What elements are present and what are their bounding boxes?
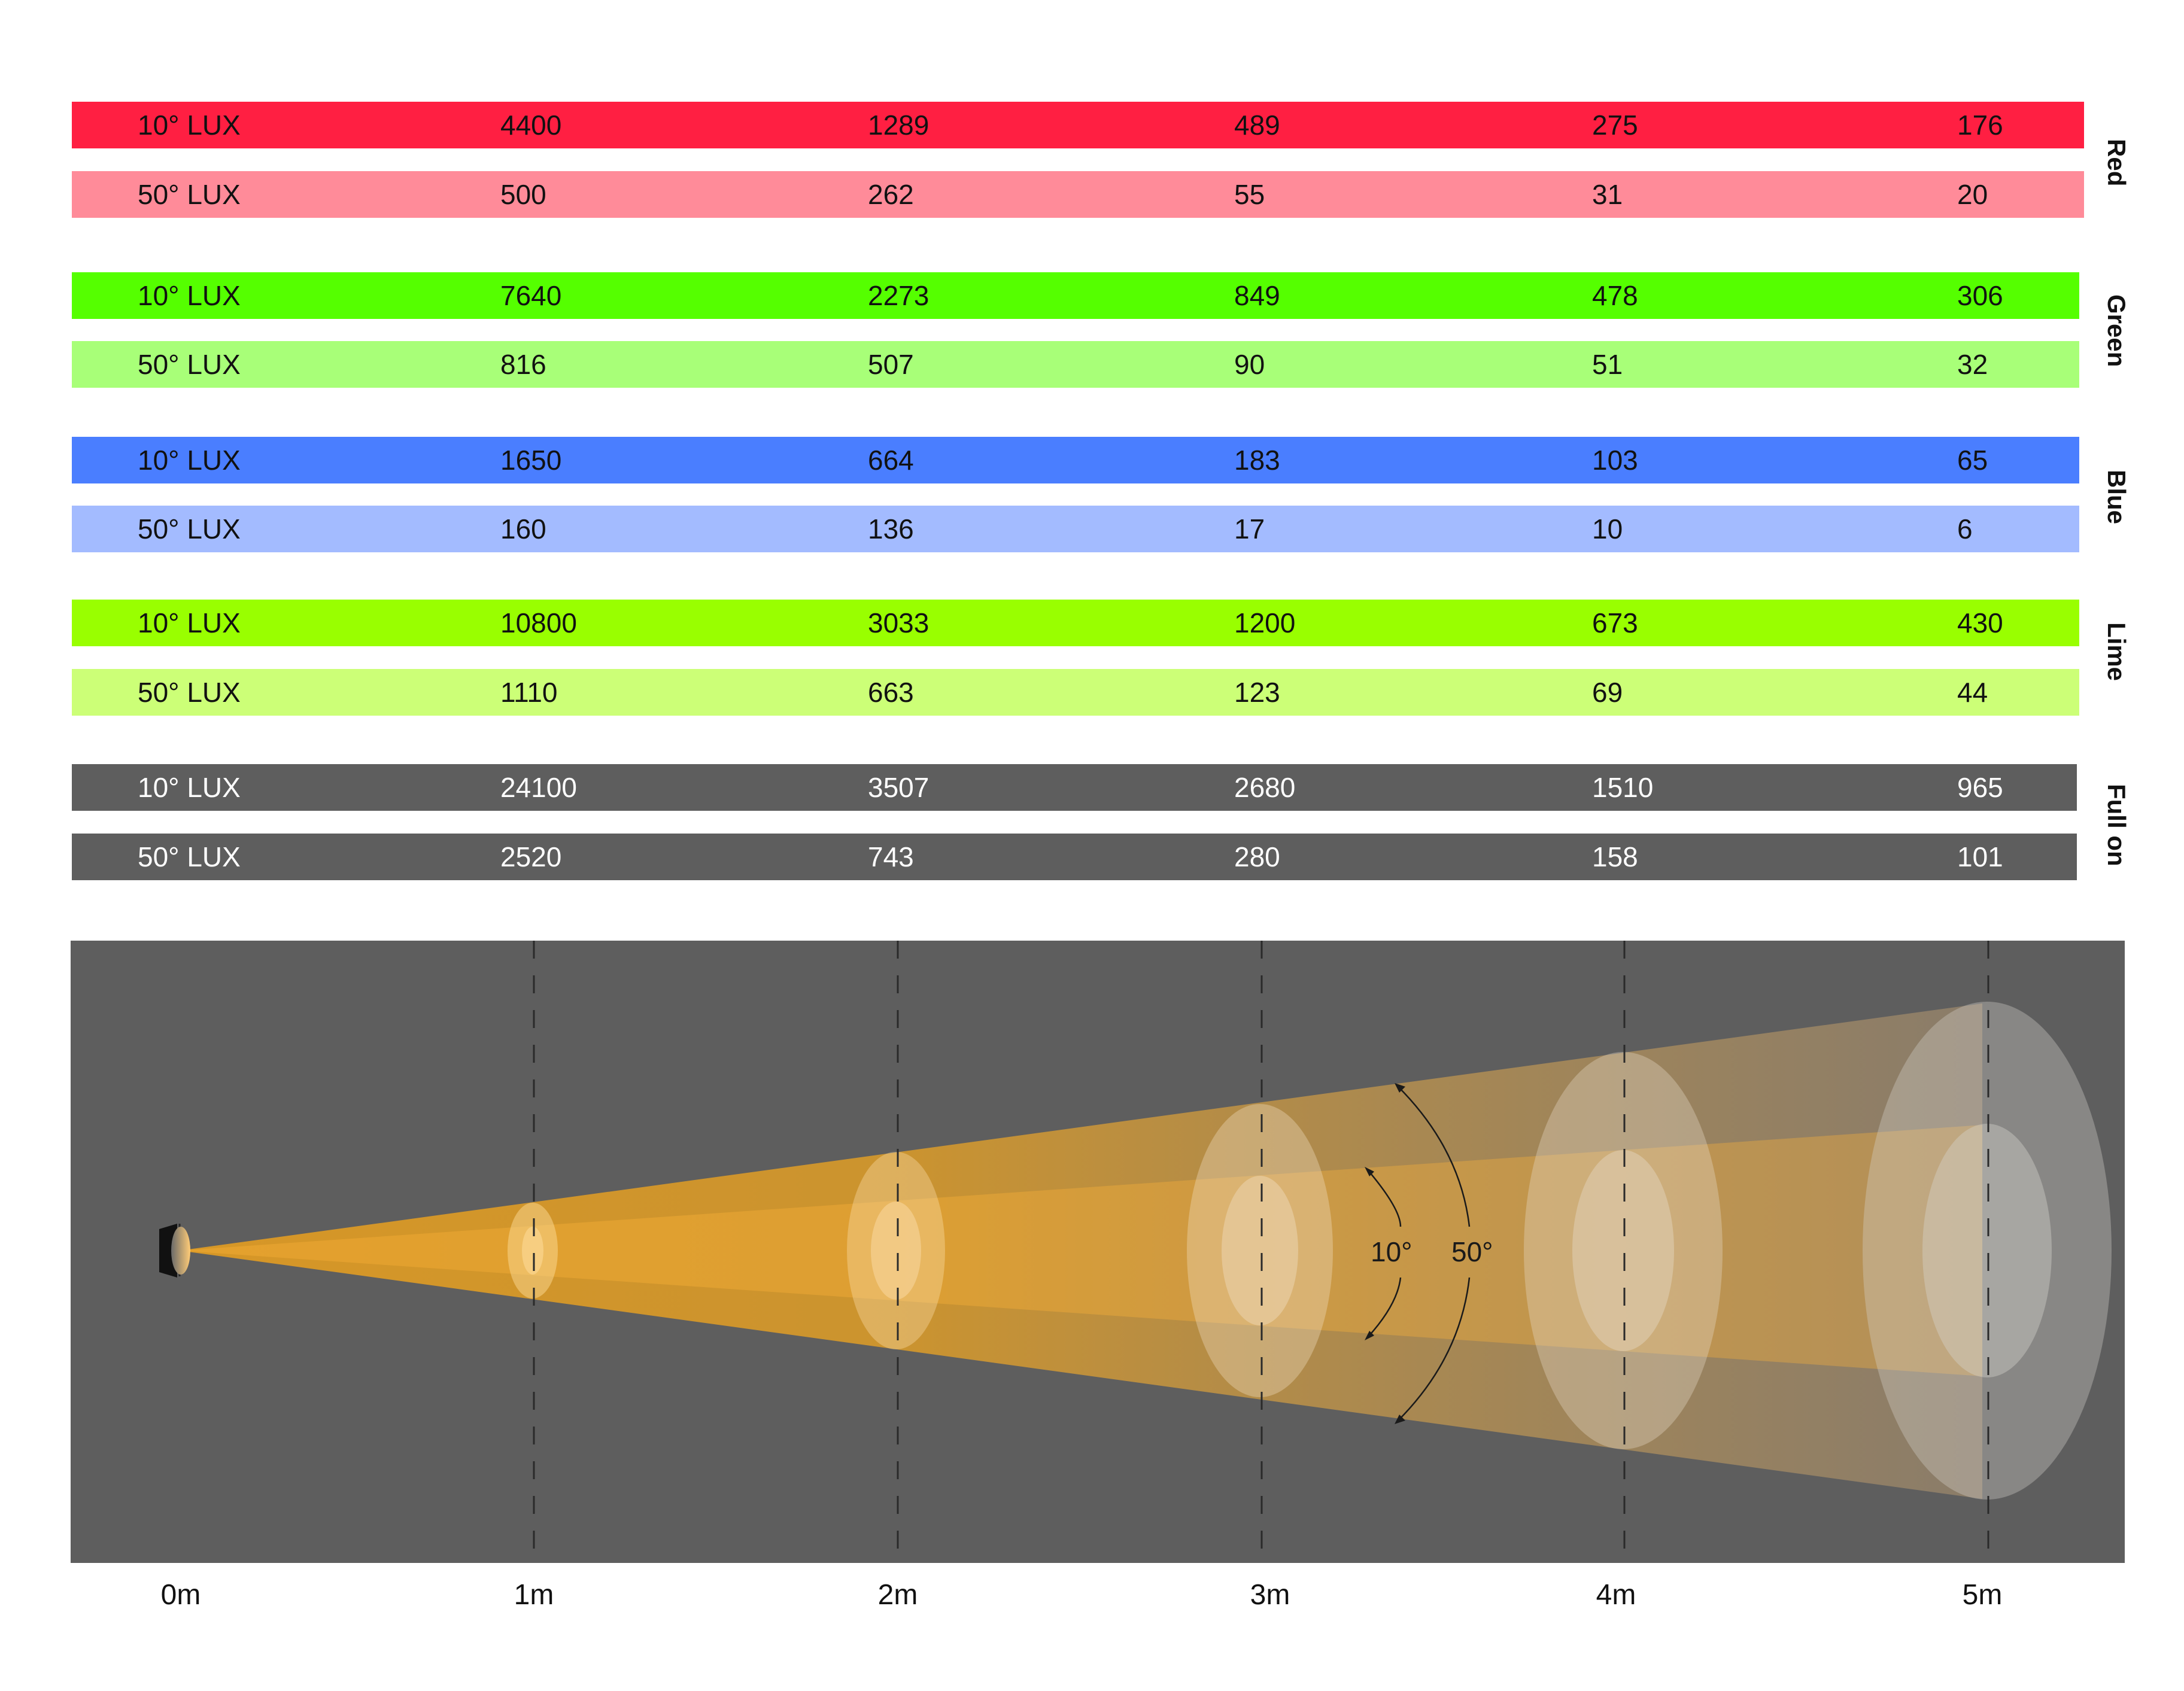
spot-5m — [1863, 1002, 2112, 1500]
table-row: 10° LUX 10800 3033 1200 673 430 — [72, 600, 2079, 646]
lux-value-2m: 2273 — [868, 280, 930, 311]
table-row: 10° LUX 4400 1289 489 275 176 — [72, 102, 2084, 148]
table-row: 50° LUX 160 136 17 10 6 — [72, 506, 2079, 552]
table-row: 50° LUX 1110 663 123 69 44 — [72, 669, 2079, 716]
lux-value-2m: 136 — [868, 513, 914, 545]
lux-value-1m: 24100 — [500, 772, 577, 803]
beam-label: 10° LUX — [138, 445, 241, 476]
distance-label-5m: 5m — [1962, 1579, 2003, 1611]
table-row: 10° LUX 1650 664 183 103 65 — [72, 437, 2079, 483]
lux-value-1m: 816 — [500, 349, 546, 380]
lux-value-5m: 176 — [1957, 110, 2003, 141]
lux-value-5m: 6 — [1957, 513, 1973, 545]
spot-3m — [1187, 1104, 1333, 1397]
distance-label-2m: 2m — [877, 1579, 918, 1611]
lux-value-1m: 1110 — [500, 677, 558, 708]
table-row: 50° LUX 500 262 55 31 20 — [72, 171, 2084, 218]
table-row: 10° LUX 7640 2273 849 478 306 — [72, 272, 2079, 319]
beam-label: 10° LUX — [138, 772, 241, 803]
lux-value-4m: 103 — [1592, 445, 1638, 476]
angle-arc-50 — [1395, 1083, 1471, 1424]
lux-value-2m: 1289 — [868, 110, 930, 141]
table-row: 50° LUX 816 507 90 51 32 — [72, 341, 2079, 388]
lux-value-4m: 673 — [1592, 607, 1638, 638]
lux-value-5m: 44 — [1957, 677, 1988, 708]
lux-value-5m: 101 — [1957, 841, 2003, 872]
lux-value-1m: 2520 — [500, 841, 562, 872]
beam-label: 50° LUX — [138, 677, 241, 708]
angle-label-50: 50° — [1451, 1236, 1493, 1267]
lux-value-3m: 2680 — [1234, 772, 1296, 803]
lux-value-4m: 69 — [1592, 677, 1623, 708]
lux-value-3m: 90 — [1234, 349, 1265, 380]
lux-value-2m: 664 — [868, 445, 914, 476]
lux-value-4m: 478 — [1592, 280, 1638, 311]
lux-value-5m: 430 — [1957, 607, 2003, 638]
lux-value-2m: 262 — [868, 179, 914, 210]
distance-label-4m: 4m — [1596, 1579, 1636, 1611]
lux-value-4m: 31 — [1592, 179, 1623, 210]
lux-value-4m: 158 — [1592, 841, 1638, 872]
angle-label-10: 10° — [1371, 1236, 1413, 1267]
lux-value-1m: 10800 — [500, 607, 577, 638]
lux-value-3m: 183 — [1234, 445, 1280, 476]
lux-value-3m: 1200 — [1234, 607, 1296, 638]
beam-label: 50° LUX — [138, 349, 241, 380]
distance-label-0m: 0m — [160, 1579, 201, 1611]
lux-value-3m: 123 — [1234, 677, 1280, 708]
spot-1m — [508, 1203, 558, 1298]
lux-value-3m: 55 — [1234, 179, 1265, 210]
lux-value-5m: 32 — [1957, 349, 1988, 380]
angle-arc-10 — [1365, 1167, 1402, 1340]
table-row: 50° LUX 2520 743 280 158 101 — [72, 834, 2077, 880]
lux-value-4m: 275 — [1592, 110, 1638, 141]
lux-value-4m: 1510 — [1592, 772, 1654, 803]
beam-label: 10° LUX — [138, 280, 241, 311]
fixture-icon — [159, 1224, 190, 1278]
lux-value-2m: 507 — [868, 349, 914, 380]
beam-label: 10° LUX — [138, 607, 241, 638]
distance-label-1m: 1m — [514, 1579, 554, 1611]
beam-10-cone — [180, 1125, 1982, 1376]
lux-value-5m: 306 — [1957, 280, 2003, 311]
spot-2m — [847, 1152, 945, 1349]
lux-value-1m: 1650 — [500, 445, 562, 476]
lux-value-3m: 17 — [1234, 513, 1265, 545]
distance-label-3m: 3m — [1250, 1579, 1290, 1611]
lux-value-2m: 663 — [868, 677, 914, 708]
lux-value-1m: 500 — [500, 179, 546, 210]
table-row: 10° LUX 24100 3507 2680 1510 965 — [72, 764, 2077, 811]
lux-value-1m: 7640 — [500, 280, 562, 311]
lux-value-1m: 4400 — [500, 110, 562, 141]
beam-label: 50° LUX — [138, 179, 241, 210]
lux-value-2m: 3033 — [868, 607, 930, 638]
lux-value-2m: 3507 — [868, 772, 930, 803]
lux-value-4m: 51 — [1592, 349, 1623, 380]
lux-value-3m: 849 — [1234, 280, 1280, 311]
spot-4m — [1524, 1052, 1723, 1449]
beam-label: 10° LUX — [138, 110, 241, 141]
lux-value-5m: 20 — [1957, 179, 1988, 210]
lux-value-2m: 743 — [868, 841, 914, 872]
beam-label: 50° LUX — [138, 513, 241, 545]
lux-value-3m: 280 — [1234, 841, 1280, 872]
lux-value-5m: 65 — [1957, 445, 1988, 476]
lux-value-1m: 160 — [500, 513, 546, 545]
lux-value-4m: 10 — [1592, 513, 1623, 545]
beam-50-cone — [180, 1003, 1982, 1499]
beam-label: 50° LUX — [138, 841, 241, 872]
lux-value-5m: 965 — [1957, 772, 2003, 803]
lux-value-3m: 489 — [1234, 110, 1280, 141]
